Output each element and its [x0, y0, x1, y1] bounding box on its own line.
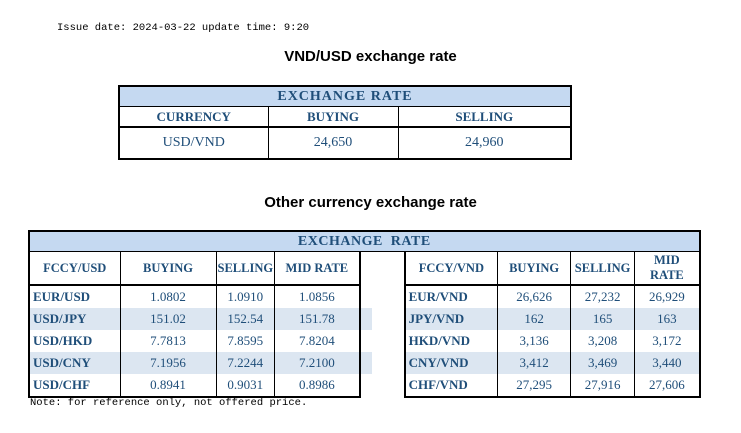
table-row: USD/JPY 151.02 152.54 151.78 JPY/VND 162…	[28, 308, 701, 330]
selling-rate-cell: 3,469	[570, 352, 636, 374]
mid-rate-cell: 7.2100	[274, 352, 361, 374]
column-header-mid-rate: MID RATE	[634, 251, 701, 286]
column-header-selling: SELLING	[397, 106, 572, 128]
mid-rate-cell: 151.78	[274, 308, 361, 330]
buying-rate-cell: 0.8941	[119, 374, 217, 398]
gap-cell	[359, 352, 372, 374]
table-row: USD/CHF 0.8941 0.9031 0.8986 CHF/VND 27,…	[28, 374, 701, 398]
gap-cell	[360, 285, 372, 308]
note-text: Note: for reference only, not offered pr…	[30, 397, 308, 409]
table-row: EUR/USD 1.0802 1.0910 1.0856 EUR/VND 26,…	[28, 285, 701, 308]
currency-pair-cell: EUR/USD	[28, 285, 121, 308]
buying-rate-cell: 162	[497, 308, 572, 330]
currency-pair-cell: USD/CHF	[28, 374, 121, 398]
mid-rate-cell: 0.8986	[274, 374, 361, 398]
column-header-selling: SELLING	[570, 251, 636, 286]
buying-rate-cell: 7.7813	[119, 330, 217, 352]
other-table-title: Other currency exchange rate	[264, 194, 477, 211]
selling-rate-cell: 0.9031	[215, 374, 276, 398]
mid-rate-cell: 1.0856	[274, 285, 361, 308]
currency-pair-cell: USD/CNY	[28, 352, 121, 374]
selling-rate-cell: 3,208	[570, 330, 636, 352]
column-header-buying: BUYING	[267, 106, 399, 128]
gap-cell	[359, 308, 372, 330]
buying-rate-cell: 24,650	[267, 126, 399, 160]
selling-rate-cell: 24,960	[397, 126, 572, 160]
buying-rate-cell: 3,412	[497, 352, 572, 374]
column-header-mid-rate: MID RATE	[274, 251, 361, 286]
mid-rate-cell: 7.8204	[274, 330, 361, 352]
table-band-title: EXCHANGE RATE	[118, 85, 572, 107]
gap-cell	[371, 285, 406, 308]
buying-rate-cell: 26,626	[497, 285, 572, 308]
currency-pair-cell: USD/JPY	[28, 308, 121, 330]
currency-pair-cell: JPY/VND	[403, 308, 499, 330]
selling-rate-cell: 165	[570, 308, 636, 330]
currency-pair-cell: EUR/VND	[403, 285, 499, 308]
selling-rate-cell: 1.0910	[215, 285, 276, 308]
selling-rate-cell: 7.8595	[215, 330, 276, 352]
table-row: USD/CNY 7.1956 7.2244 7.2100 CNY/VND 3,4…	[28, 352, 701, 374]
gap-cell	[371, 352, 406, 374]
column-header-buying: BUYING	[497, 251, 572, 286]
buying-rate-cell: 7.1956	[119, 352, 217, 374]
currency-pair-cell: CHF/VND	[403, 374, 499, 398]
currency-pair-cell: USD/HKD	[28, 330, 121, 352]
gap-cell	[360, 374, 372, 397]
column-header-buying: BUYING	[119, 251, 217, 286]
other-currency-rate-table: EXCHANGE RATE FCCY/USD BUYING SELLING MI…	[28, 230, 701, 398]
issue-date-text: Issue date: 2024-03-22 update time: 9:20	[57, 22, 310, 34]
mid-rate-cell: 3,172	[634, 330, 701, 352]
column-header-selling: SELLING	[215, 251, 276, 286]
table-row: USD/HKD 7.7813 7.8595 7.8204 HKD/VND 3,1…	[28, 330, 701, 352]
currency-pair-cell: USD/VND	[118, 126, 269, 160]
table-row: USD/VND 24,650 24,960	[118, 126, 572, 160]
currency-pair-cell: CNY/VND	[403, 352, 499, 374]
column-header-fccy-usd: FCCY/USD	[28, 251, 121, 286]
gap-cell	[371, 330, 406, 352]
selling-rate-cell: 27,916	[570, 374, 636, 398]
buying-rate-cell: 1.0802	[119, 285, 217, 308]
usd-vnd-rate-table: EXCHANGE RATE CURRENCY BUYING SELLING US…	[118, 85, 572, 160]
usd-table-title: VND/USD exchange rate	[284, 48, 457, 65]
buying-rate-cell: 27,295	[497, 374, 572, 398]
gap-cell	[371, 374, 406, 397]
gap-cell	[371, 308, 406, 330]
gap-cell	[358, 251, 406, 285]
gap-cell	[360, 330, 372, 352]
buying-rate-cell: 151.02	[119, 308, 217, 330]
column-header-fccy-vnd: FCCY/VND	[403, 251, 499, 286]
mid-rate-cell: 27,606	[634, 374, 701, 398]
selling-rate-cell: 7.2244	[215, 352, 276, 374]
table-band-title: EXCHANGE RATE	[28, 230, 701, 252]
currency-pair-cell: HKD/VND	[403, 330, 499, 352]
mid-rate-cell: 163	[634, 308, 701, 330]
buying-rate-cell: 3,136	[497, 330, 572, 352]
mid-rate-cell: 3,440	[634, 352, 701, 374]
selling-rate-cell: 152.54	[215, 308, 276, 330]
mid-rate-cell: 26,929	[634, 285, 701, 308]
selling-rate-cell: 27,232	[570, 285, 636, 308]
column-header-currency: CURRENCY	[118, 106, 269, 128]
